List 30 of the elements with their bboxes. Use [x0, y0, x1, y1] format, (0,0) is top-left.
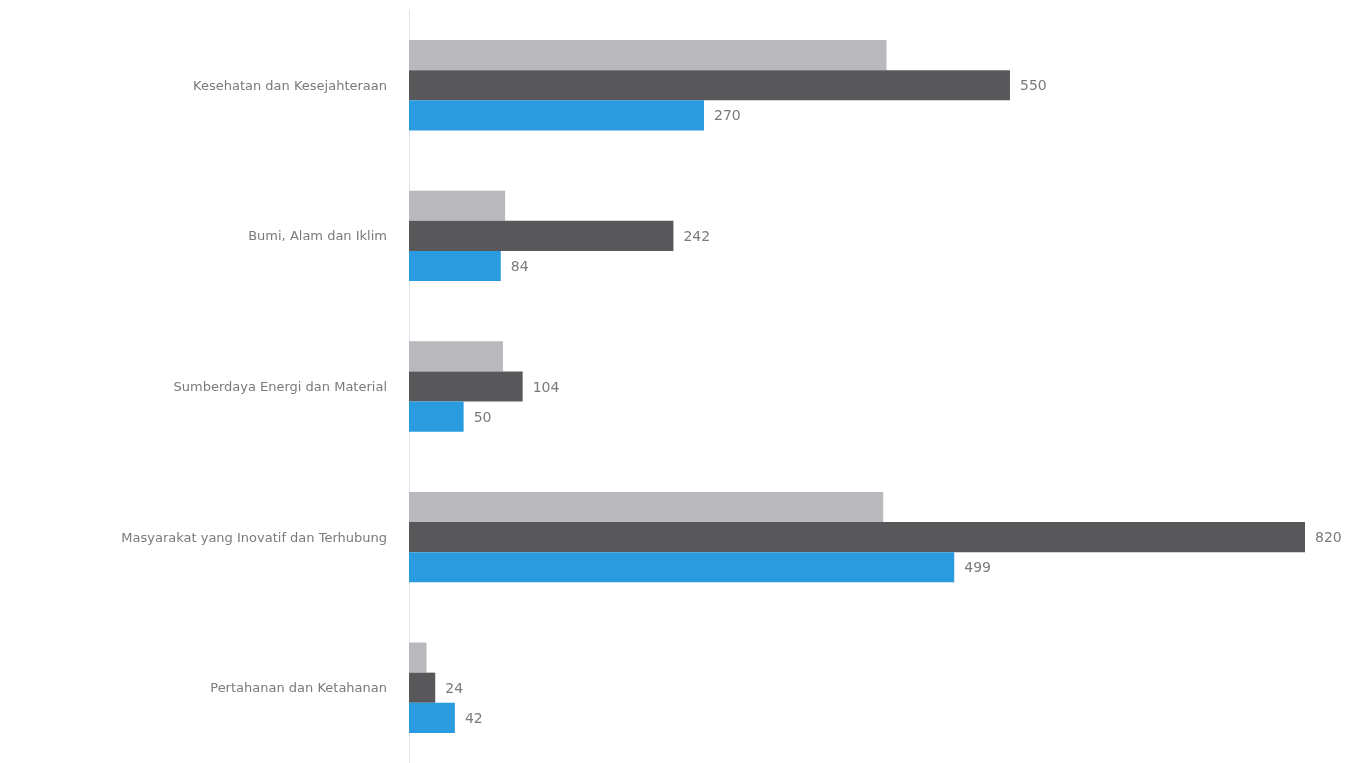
bar [409, 100, 705, 131]
bar [409, 40, 887, 71]
bar [409, 70, 1010, 101]
bar [409, 552, 955, 583]
data-label: 84 [510, 258, 529, 275]
bar [409, 220, 674, 251]
y-tick-label: Sumberdaya Energi dan Material [173, 379, 387, 394]
y-tick-label: Kesehatan dan Kesejahteraan [193, 77, 387, 93]
data-label: 50 [473, 408, 492, 425]
data-label: 820 [1315, 529, 1342, 546]
bar [409, 341, 503, 372]
data-label: 42 [464, 709, 483, 726]
data-label: 104 [532, 378, 560, 395]
bar [409, 491, 884, 523]
bar [409, 642, 427, 673]
bar [409, 522, 1305, 553]
data-label: 270 [714, 107, 741, 124]
bar [409, 401, 464, 432]
y-tick-label: Pertahanan dan Ketahanan [210, 680, 387, 696]
bar [409, 190, 506, 221]
bar [409, 250, 501, 282]
data-label: 24 [445, 679, 464, 696]
data-label: 499 [964, 559, 991, 576]
data-label: 242 [683, 227, 711, 244]
data-label: 550 [1019, 77, 1047, 94]
y-tick-label: Masyarakat yang Inovatif dan Terhubung [121, 529, 387, 545]
bar [409, 371, 523, 402]
bar [409, 672, 436, 703]
y-tick-label: Bumi, Alam dan Iklim [248, 228, 387, 244]
bar [409, 702, 455, 733]
